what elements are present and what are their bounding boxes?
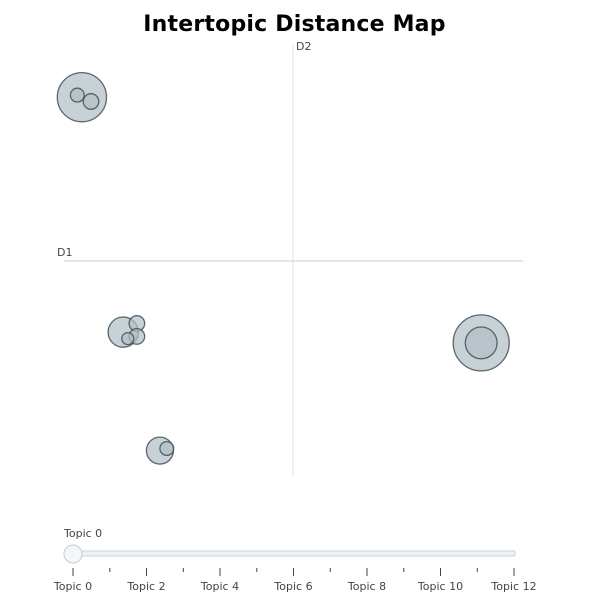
topic-slider[interactable]: Topic 0 Topic 2 Topic 4 Topic 6 Topic 8 Topic… [53,544,537,593]
slider-ticks [72,568,515,576]
slider-tick-label: Topic 10 [417,580,463,593]
slider-tick-label: Topic 4 [200,580,239,593]
slider-tick-label: Topic 0 [53,580,92,593]
axis-label-d2: D2 [296,40,312,53]
slider-tick-label: Topic 8 [347,580,386,593]
slider-tick-label: Topic 12 [490,580,536,593]
topic-bubble-10[interactable] [464,326,498,360]
chart-title: Intertopic Distance Map [143,12,446,37]
topic-bubbles[interactable] [56,71,510,465]
topic-bubble-6[interactable] [121,331,135,346]
topic-bubble-2[interactable] [82,93,100,110]
topic-bubble-1[interactable] [69,87,85,103]
topic-bubble-8[interactable] [159,440,175,457]
axis-label-d1: D1 [57,246,73,259]
slider-handle[interactable] [63,544,83,564]
slider-current-value: Topic 0 [64,527,103,540]
slider-tick-label: Topic 6 [273,580,312,593]
slider-tick-labels: Topic 0 Topic 2 Topic 4 Topic 6 Topic 8 Topic… [53,580,537,593]
slider-tick-label: Topic 2 [126,580,165,593]
slider-track[interactable] [71,550,516,557]
